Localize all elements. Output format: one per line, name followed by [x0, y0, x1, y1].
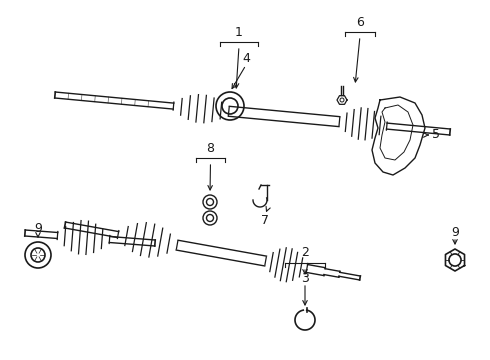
Text: 6: 6: [356, 15, 364, 28]
Text: 7: 7: [261, 213, 269, 226]
Text: 3: 3: [301, 271, 309, 284]
Text: 4: 4: [242, 51, 250, 64]
Text: 8: 8: [206, 141, 215, 154]
Text: 5: 5: [432, 129, 440, 141]
Text: 2: 2: [301, 247, 309, 260]
Text: 9: 9: [451, 225, 459, 238]
Text: 1: 1: [235, 26, 243, 39]
Text: 9: 9: [34, 221, 42, 234]
